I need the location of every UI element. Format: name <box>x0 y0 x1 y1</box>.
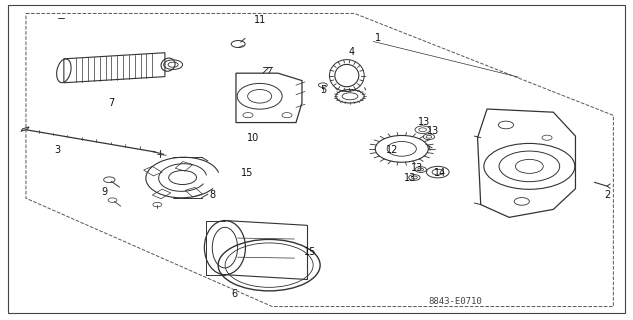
Bar <box>175 162 192 171</box>
Bar <box>153 189 171 199</box>
Text: 8843-E0710: 8843-E0710 <box>429 297 482 306</box>
Polygon shape <box>21 127 29 131</box>
Text: 15: 15 <box>304 247 316 257</box>
Text: 2: 2 <box>604 190 610 200</box>
Text: 6: 6 <box>231 289 237 299</box>
Text: 5: 5 <box>320 85 326 95</box>
Bar <box>185 188 203 197</box>
Text: 12: 12 <box>386 146 399 156</box>
Text: 9: 9 <box>102 187 108 197</box>
Text: 13: 13 <box>427 126 439 136</box>
Text: 15: 15 <box>241 168 253 178</box>
Text: 7: 7 <box>108 98 115 108</box>
Text: 1: 1 <box>375 33 382 43</box>
Text: 3: 3 <box>54 146 61 156</box>
Text: 10: 10 <box>248 133 260 143</box>
Text: 13: 13 <box>411 163 423 173</box>
Text: 4: 4 <box>348 47 354 57</box>
Bar <box>144 166 162 176</box>
Text: 13: 13 <box>418 117 430 127</box>
Text: 14: 14 <box>434 168 446 178</box>
Text: 13: 13 <box>404 172 416 182</box>
Text: 11: 11 <box>254 15 266 25</box>
Text: 8: 8 <box>210 190 215 200</box>
